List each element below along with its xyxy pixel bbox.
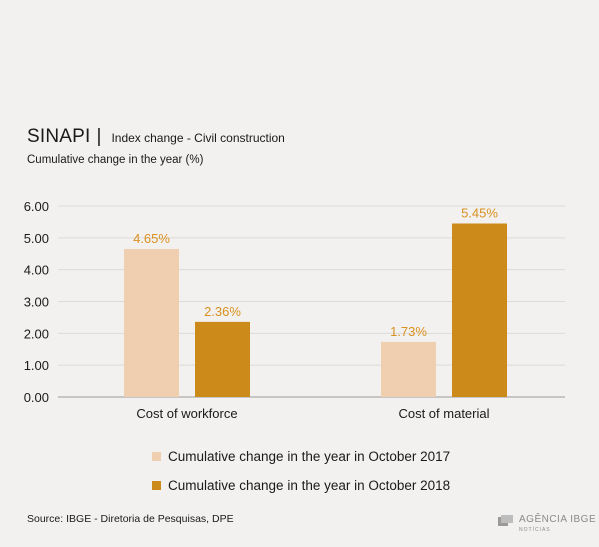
bar-chart: 0.00 1.00 2.00 3.00 4.00 5.00 6.00 4.65% 2.36% Co… xyxy=(24,199,565,421)
y-tick-label: 0.00 xyxy=(24,390,49,405)
category-label: Cost of workforce xyxy=(136,406,237,421)
y-tick-label: 2.00 xyxy=(24,326,49,341)
legend-label: Cumulative change in the year in October… xyxy=(168,477,451,493)
legend-label: Cumulative change in the year in October… xyxy=(168,448,451,464)
chart-title: SINAPI xyxy=(27,126,91,147)
category-label: Cost of material xyxy=(398,406,489,421)
y-tick-label: 4.00 xyxy=(24,263,49,278)
legend-swatch xyxy=(152,451,161,461)
unit-label: Cumulative change in the year (%) xyxy=(27,154,204,166)
data-label: 5.45% xyxy=(461,206,498,221)
chart-subtitle: Index change - Civil construction xyxy=(111,131,285,145)
y-tick-label: 5.00 xyxy=(24,231,49,246)
bar xyxy=(381,341,436,397)
legend-swatch xyxy=(152,480,161,490)
agencia-ibge-logo: AGÊNCIA IBGE NOTÍCIAS xyxy=(497,509,596,533)
data-label: 2.36% xyxy=(204,304,241,319)
logo-icon xyxy=(498,515,513,526)
chart-legend: Cumulative change in the year in October… xyxy=(152,446,450,495)
bar xyxy=(452,223,507,397)
logo-main-text: AGÊNCIA IBGE xyxy=(519,514,597,525)
title-separator: | xyxy=(96,126,102,147)
data-label: 1.73% xyxy=(390,324,427,339)
source-note: Source: IBGE - Diretoria de Pesquisas, D… xyxy=(27,513,234,525)
bar xyxy=(195,321,250,397)
legend-item: Cumulative change in the year in October… xyxy=(152,475,450,495)
y-tick-label: 6.00 xyxy=(24,199,49,214)
logo-sub-text: NOTÍCIAS xyxy=(519,527,551,533)
y-tick-label: 1.00 xyxy=(24,358,49,373)
data-label: 4.65% xyxy=(133,231,170,246)
y-tick-label: 3.00 xyxy=(24,295,49,310)
chart-header: SINAPI | Index change - Civil constructi… xyxy=(27,126,285,148)
bar xyxy=(124,248,179,397)
legend-item: Cumulative change in the year in October… xyxy=(152,446,450,466)
